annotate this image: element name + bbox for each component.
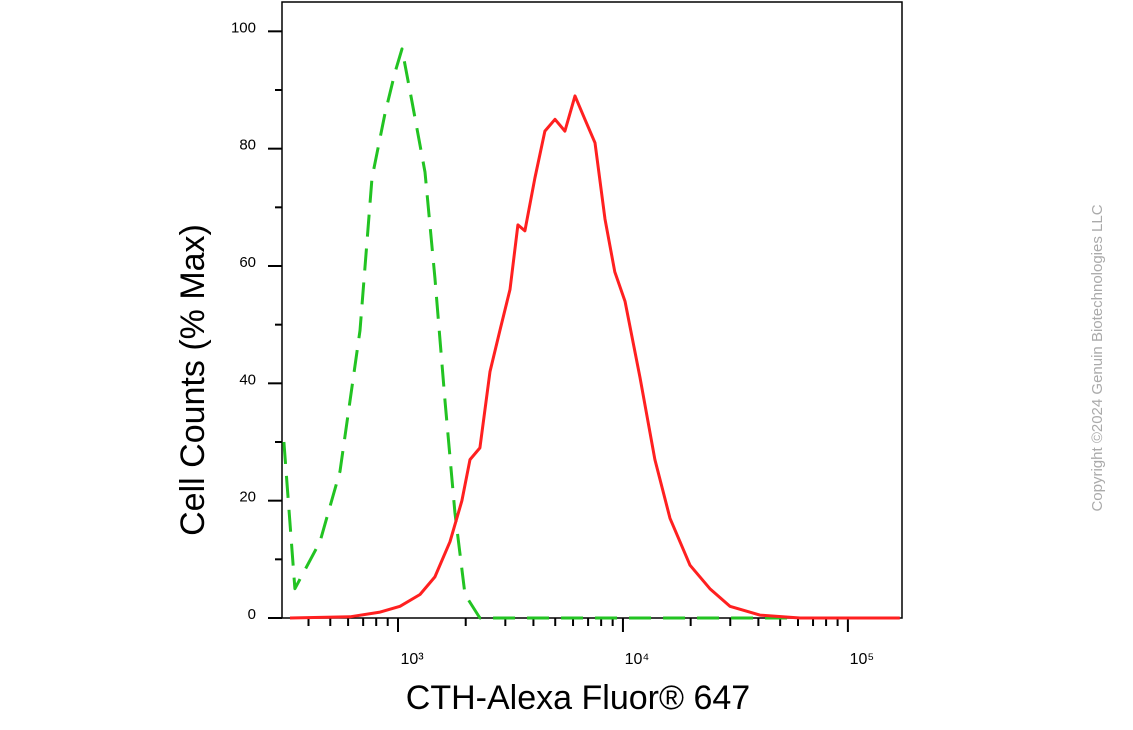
y-tick-label: 60 <box>239 254 256 271</box>
y-tick-label: 40 <box>239 371 256 388</box>
plot-frame <box>281 1 903 619</box>
y-tick-label: 80 <box>239 137 256 154</box>
y-tick-label: 20 <box>239 489 256 506</box>
y-axis-label: Cell Counts (% Max) <box>174 224 212 536</box>
series-line <box>282 47 900 620</box>
y-tick-label: 100 <box>231 19 256 36</box>
x-tick-label: 10⁴ <box>625 651 650 668</box>
copyright: Copyright ©2024 Genuin Biotechnologies L… <box>1089 204 1106 511</box>
x-tick-label: 10³ <box>400 651 424 668</box>
y-tick-label: 0 <box>248 606 256 623</box>
series-line <box>289 94 900 620</box>
x-tick-label: 10⁵ <box>850 651 874 668</box>
x-axis-label: CTH-Alexa Fluor® 647 <box>406 679 750 717</box>
